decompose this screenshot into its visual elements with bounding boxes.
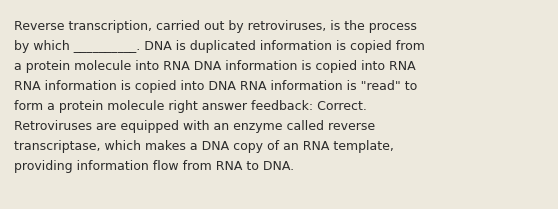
Text: a protein molecule into RNA DNA information is copied into RNA: a protein molecule into RNA DNA informat… — [14, 60, 416, 73]
Text: by which __________. DNA is duplicated information is copied from: by which __________. DNA is duplicated i… — [14, 40, 425, 53]
Text: form a protein molecule right answer feedback: Correct.: form a protein molecule right answer fee… — [14, 100, 367, 113]
Text: providing information flow from RNA to DNA.: providing information flow from RNA to D… — [14, 160, 294, 173]
Text: Retroviruses are equipped with an enzyme called reverse: Retroviruses are equipped with an enzyme… — [14, 120, 375, 133]
Text: RNA information is copied into DNA RNA information is "read" to: RNA information is copied into DNA RNA i… — [14, 80, 417, 93]
Text: Reverse transcription, carried out by retroviruses, is the process: Reverse transcription, carried out by re… — [14, 20, 417, 33]
Text: transcriptase, which makes a DNA copy of an RNA template,: transcriptase, which makes a DNA copy of… — [14, 140, 394, 153]
